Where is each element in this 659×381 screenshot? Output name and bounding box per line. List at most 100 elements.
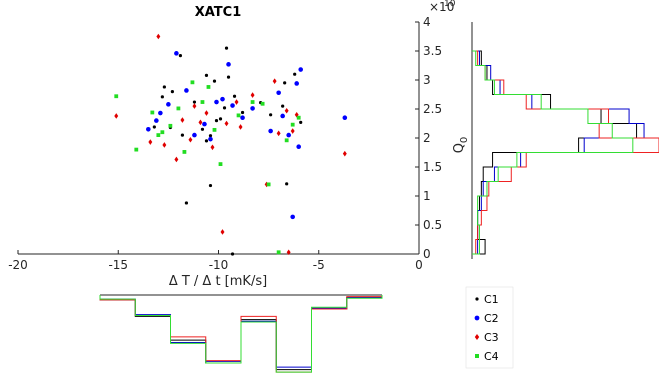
- data-point-c4: [260, 101, 265, 106]
- data-point-c4: [250, 100, 255, 104]
- y-axis-label-main: Q: [452, 143, 467, 153]
- data-point-c3: [148, 139, 153, 145]
- data-point-c3: [174, 156, 179, 163]
- y-tick-label: 2: [423, 131, 431, 145]
- data-point-c1: [299, 120, 303, 124]
- legend-label-c1: C1: [484, 293, 499, 306]
- data-point-c4: [290, 122, 295, 127]
- data-point-c2: [166, 102, 171, 107]
- legend-label-c4: C4: [484, 350, 499, 363]
- data-point-c1: [162, 85, 166, 89]
- data-point-c3: [276, 130, 281, 137]
- data-point-c4: [206, 85, 211, 89]
- data-point-c3: [162, 142, 167, 148]
- data-point-c1: [269, 113, 273, 117]
- data-point-c1: [230, 252, 235, 256]
- data-point-c3: [156, 33, 161, 40]
- data-point-c1: [285, 182, 289, 186]
- data-point-c1: [212, 79, 217, 83]
- legend-marker-c3: [474, 334, 480, 340]
- scatter-plot-area: [18, 22, 419, 254]
- data-point-c1: [152, 125, 156, 129]
- data-point-c4: [200, 100, 205, 104]
- data-point-c1: [293, 72, 297, 76]
- data-point-c4: [276, 250, 281, 255]
- data-point-c3: [198, 119, 203, 126]
- y-tick-label: 0: [423, 247, 431, 261]
- legend-label-c3: C3: [484, 331, 499, 344]
- data-point-c3: [114, 113, 119, 119]
- data-point-c3: [286, 249, 291, 256]
- data-point-c3: [192, 103, 197, 109]
- legend-label-c2: C2: [484, 312, 499, 325]
- right-histogram-c4: [472, 50, 634, 255]
- data-point-c3: [290, 128, 295, 134]
- data-point-c3: [224, 120, 229, 127]
- legend-marker-c1: [475, 297, 479, 301]
- data-point-c1: [184, 201, 189, 205]
- x-tick-label: -5: [313, 258, 325, 272]
- data-point-c3: [284, 107, 289, 114]
- data-point-c2: [220, 96, 225, 102]
- data-point-c1: [240, 110, 245, 115]
- data-point-c1: [281, 104, 285, 108]
- data-point-c4: [168, 123, 173, 128]
- x-ticks: -20 -15 -10 -5 0: [8, 250, 423, 272]
- data-point-c3: [272, 78, 277, 84]
- legend-box: [465, 286, 514, 369]
- y-tick-label: 2.5: [423, 102, 442, 116]
- data-point-c4: [190, 80, 195, 85]
- data-point-c2: [286, 132, 291, 138]
- data-point-c2: [226, 62, 231, 67]
- data-point-c2: [230, 103, 235, 108]
- data-point-c1: [180, 133, 185, 137]
- y-tick-label: 0.5: [423, 218, 442, 232]
- data-point-c1: [222, 106, 227, 110]
- data-point-c3: [188, 136, 193, 143]
- scatter-plot: -20 -15 -10 -5 0 0 0.5 1 1.5 2 2.5 3 3.5 4 XATC1 Δ T…: [8, 0, 456, 289]
- x-tick-label: -20: [8, 258, 28, 272]
- data-point-c1: [208, 183, 213, 188]
- y-ticks: 0 0.5 1 1.5 2 2.5 3 3.5 4: [415, 15, 442, 261]
- data-point-c3: [204, 110, 209, 116]
- data-point-c4: [296, 115, 301, 120]
- data-point-c2: [240, 115, 245, 120]
- data-point-c1: [178, 54, 183, 58]
- data-point-c4: [134, 147, 139, 152]
- x-axis-label: Δ T / Δ t [mK/s]: [169, 274, 267, 289]
- data-point-c1: [204, 139, 209, 143]
- data-point-c2: [192, 132, 197, 138]
- y-tick-label: 1: [423, 189, 431, 203]
- data-point-c4: [236, 113, 241, 118]
- data-point-c1: [224, 46, 229, 50]
- y-tick-label: 3: [423, 73, 431, 87]
- data-point-c4: [176, 106, 181, 111]
- data-point-c1: [208, 134, 213, 138]
- data-point-c1: [226, 75, 231, 79]
- data-point-c2: [174, 51, 179, 56]
- data-point-c1: [160, 95, 164, 99]
- y-exponent-base: ×10: [429, 0, 454, 14]
- y-axis-label: Q0: [452, 137, 470, 154]
- data-point-c2: [158, 110, 163, 116]
- legend-marker-c2: [474, 315, 480, 321]
- data-point-c2: [268, 128, 273, 134]
- data-point-c2: [294, 81, 299, 86]
- y-tick-label: 3.5: [423, 44, 442, 58]
- data-point-c3: [220, 229, 225, 235]
- data-point-c1: [170, 90, 174, 94]
- data-point-c4: [160, 130, 165, 135]
- data-point-c2: [290, 214, 295, 220]
- data-point-c1: [218, 117, 223, 121]
- y-axis-label-sub: 0: [459, 137, 470, 143]
- data-point-c4: [218, 162, 223, 166]
- legend: C1 C2 C3 C4: [465, 286, 514, 369]
- x-tick-label: -15: [108, 258, 128, 272]
- data-point-c4: [150, 110, 155, 115]
- x-tick-label: -10: [209, 258, 229, 272]
- data-point-c2: [146, 127, 151, 132]
- data-point-c1: [232, 94, 237, 98]
- data-point-c1: [204, 73, 209, 77]
- data-point-c1: [283, 81, 287, 85]
- data-point-c2: [298, 67, 304, 72]
